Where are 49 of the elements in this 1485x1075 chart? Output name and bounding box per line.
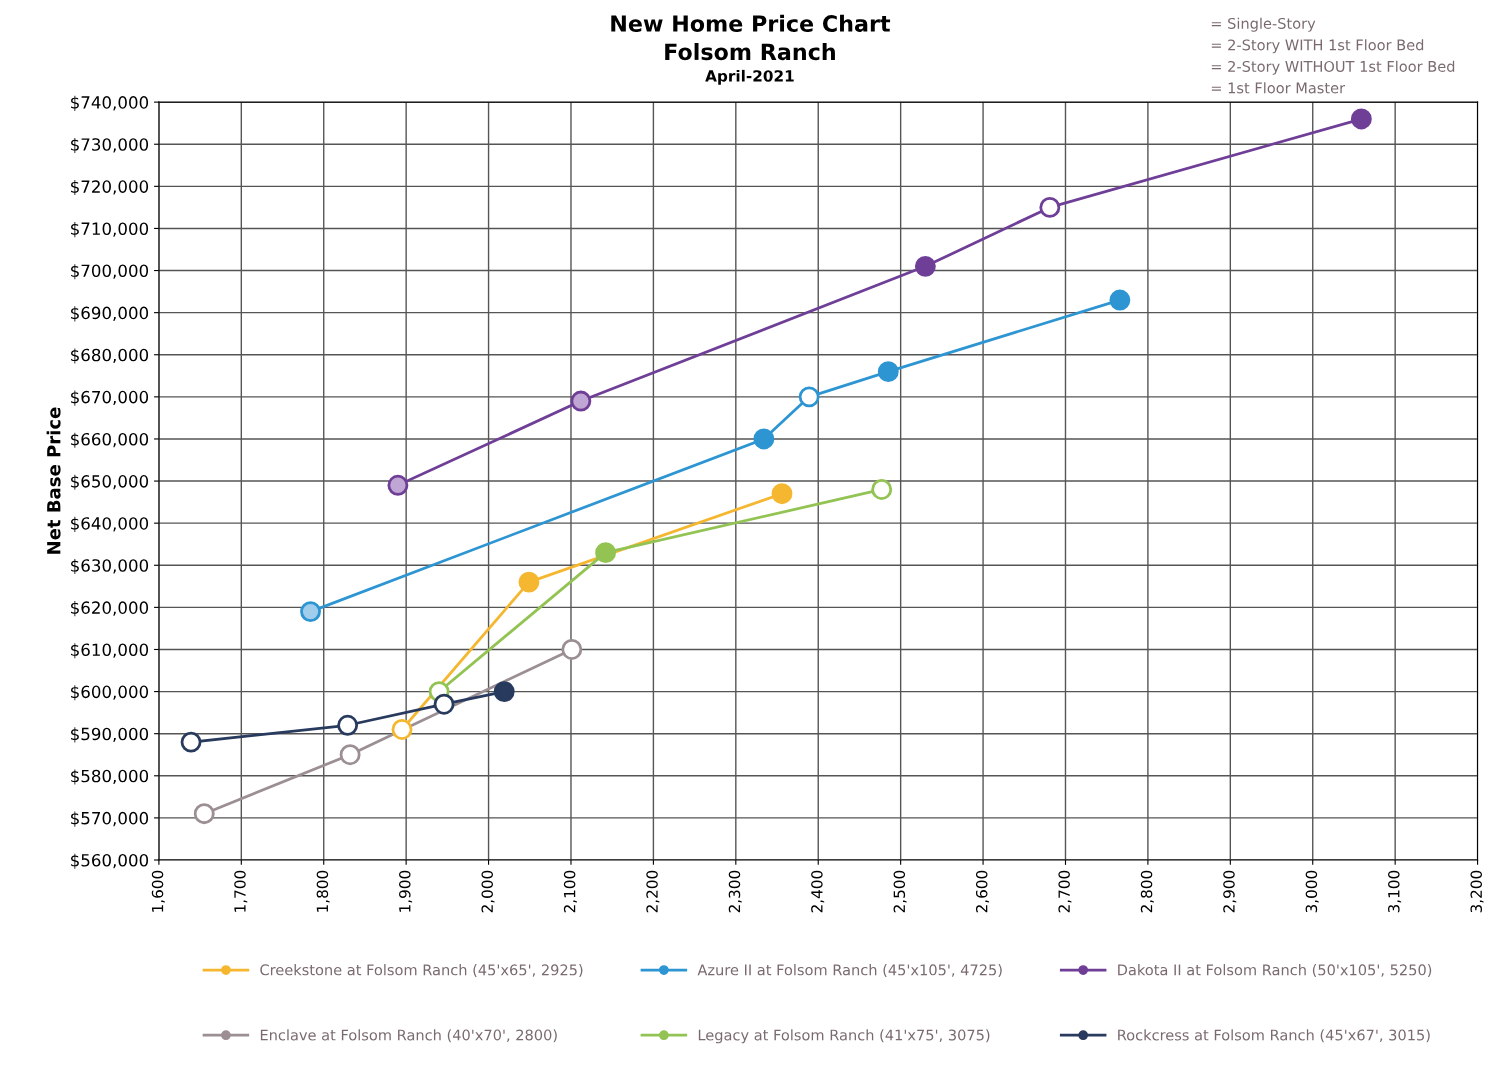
x-tick-label: 2,200 bbox=[646, 870, 660, 913]
x-tick-label: 2,000 bbox=[481, 870, 495, 913]
x-tick-label: 3,100 bbox=[1388, 870, 1402, 913]
chart-title: New Home Price Chart Folsom Ranch bbox=[611, 14, 891, 61]
text: = 2-Story WITHOUT 1st Floor Bed bbox=[1211, 60, 1455, 75]
legend-label: Legacy at Folsom Ranch (41'x75', 3075) bbox=[698, 1029, 990, 1044]
x-tick-label: 2,600 bbox=[975, 870, 990, 913]
x-tick-label: 2,700 bbox=[1058, 870, 1072, 913]
legend-label: Enclave at Folsom Ranch (40'x70', 2800) bbox=[260, 1029, 557, 1043]
y-tick-label: $710,000 bbox=[71, 222, 149, 238]
x-tick-label: 2,900 bbox=[1223, 870, 1237, 913]
x-tick-label: 1,700 bbox=[234, 870, 248, 912]
y-tick-label: $650,000 bbox=[71, 474, 149, 490]
legend-label: Dakota II at Folsom Ranch (50'x105', 5250) bbox=[1118, 964, 1432, 978]
x-tick-label: 3,000 bbox=[1305, 870, 1319, 913]
text: = Single-Story bbox=[1211, 17, 1316, 32]
x-tick-label: 3,200 bbox=[1470, 870, 1484, 913]
y-tick-label: $680,000 bbox=[71, 348, 149, 364]
y-tick-label: $670,000 bbox=[71, 390, 149, 406]
y-tick-label: $660,000 bbox=[71, 432, 149, 448]
y-tick-label: $560,000 bbox=[71, 853, 149, 869]
x-tick-label: 2,400 bbox=[811, 870, 825, 913]
text: = 1st Floor Master bbox=[1211, 82, 1346, 94]
x-tick-label: 2,800 bbox=[1140, 870, 1154, 913]
y-tick-label: $590,000 bbox=[71, 727, 149, 743]
x-tick-label: 1,600 bbox=[151, 870, 165, 912]
text: = 2-Story WITH 1st Floor Bed bbox=[1211, 39, 1424, 54]
x-tick-label: 1,900 bbox=[399, 870, 413, 912]
y-axis-title: Net Base Price bbox=[46, 407, 61, 554]
y-tick-label: $740,000 bbox=[71, 95, 149, 111]
chart-subtitle: April-2021 bbox=[705, 69, 794, 85]
y-tick-label: $720,000 bbox=[71, 180, 149, 196]
legend-label: Rockcress at Folsom Ranch (45'x67', 3015) bbox=[1118, 1029, 1430, 1043]
y-tick-label: $690,000 bbox=[71, 306, 149, 322]
legend-label: Creekstone at Folsom Ranch (45'x65', 2925) bbox=[260, 964, 583, 978]
y-tick-label: $620,000 bbox=[71, 601, 149, 617]
y-tick-label: $700,000 bbox=[71, 264, 149, 280]
y-tick-label: $730,000 bbox=[71, 137, 149, 154]
y-tick-label: $570,000 bbox=[71, 811, 149, 827]
y-tick-label: $610,000 bbox=[71, 643, 149, 659]
x-tick-label: 2,100 bbox=[563, 870, 577, 913]
y-tick-label: $630,000 bbox=[71, 558, 149, 575]
y-tick-label: $600,000 bbox=[71, 685, 149, 701]
y-tick-label: $580,000 bbox=[71, 769, 149, 785]
legend-label: Azure II at Folsom Ranch (45'x105', 4725) bbox=[697, 964, 1002, 978]
x-tick-label: 2,300 bbox=[728, 870, 742, 913]
x-tick-label: 2,500 bbox=[893, 870, 907, 913]
x-tick-label: 1,800 bbox=[316, 870, 330, 912]
y-tick-label: $640,000 bbox=[71, 516, 149, 532]
